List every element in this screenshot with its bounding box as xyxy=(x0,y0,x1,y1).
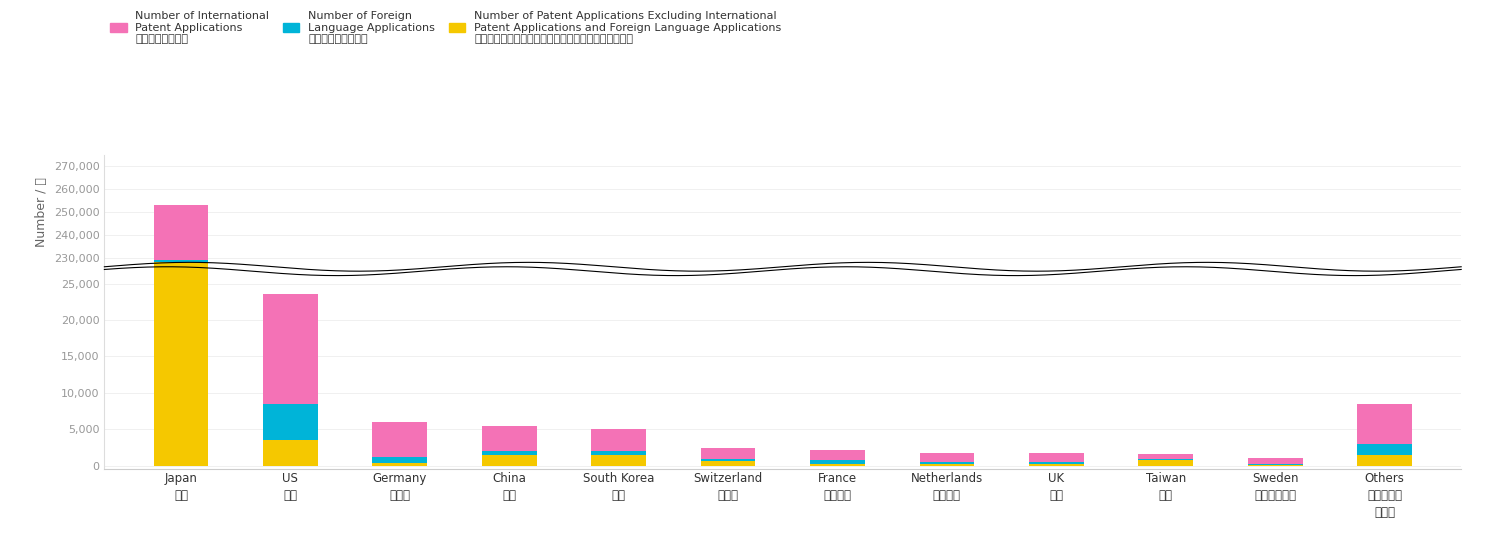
Bar xyxy=(154,205,209,260)
Bar xyxy=(154,0,209,465)
Bar xyxy=(592,451,646,455)
Bar xyxy=(1139,459,1193,460)
Bar xyxy=(1029,453,1084,462)
Bar xyxy=(1248,464,1303,465)
Legend: Number of International
Patent Applications
国際特許出願件数, Number of Foreign
Language: Number of International Patent Applicati… xyxy=(110,11,781,44)
Bar xyxy=(262,440,318,465)
Bar xyxy=(154,260,209,262)
Bar xyxy=(1248,458,1303,464)
Bar xyxy=(1029,464,1084,465)
Bar xyxy=(373,463,426,465)
Bar xyxy=(1357,444,1412,455)
Bar xyxy=(592,455,646,465)
Bar xyxy=(482,451,537,455)
Bar xyxy=(701,459,756,461)
Bar xyxy=(1357,404,1412,444)
Bar xyxy=(592,429,646,451)
Bar xyxy=(701,448,756,459)
Bar xyxy=(1139,454,1193,459)
Bar xyxy=(810,460,865,464)
Bar xyxy=(810,449,865,460)
Bar xyxy=(154,262,209,552)
Bar xyxy=(482,455,537,465)
Bar xyxy=(1029,462,1084,464)
Bar xyxy=(701,461,756,465)
Bar xyxy=(920,453,974,462)
Bar xyxy=(482,426,537,451)
Bar xyxy=(373,422,426,457)
Bar xyxy=(810,464,865,465)
Bar xyxy=(1139,460,1193,465)
Bar xyxy=(1357,455,1412,465)
Y-axis label: Number / 件: Number / 件 xyxy=(36,177,48,247)
Bar xyxy=(373,457,426,463)
Bar xyxy=(262,404,318,440)
Bar xyxy=(920,462,974,464)
Bar xyxy=(262,294,318,404)
Bar xyxy=(920,464,974,465)
